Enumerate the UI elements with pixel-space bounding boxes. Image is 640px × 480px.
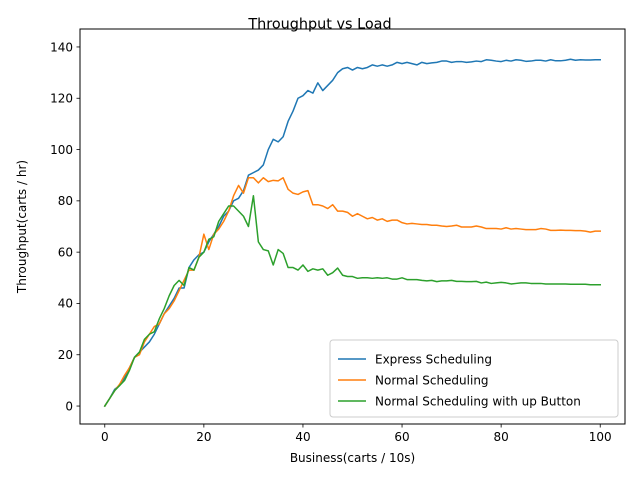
legend: Express Scheduling Normal Scheduling Norma…	[329, 339, 619, 418]
legend-label-2: Normal Scheduling with up Button	[375, 394, 581, 408]
plot-lines	[103, 58, 601, 408]
y-tick-label: 140	[50, 40, 73, 54]
y-axis-ticks: 0 20 40 60 80 100 120 140	[50, 40, 80, 413]
y-tick-label: 100	[50, 143, 73, 157]
y-tick-label: 120	[50, 92, 73, 106]
legend-label-0: Express Scheduling	[375, 352, 492, 366]
y-tick-label: 60	[58, 245, 73, 259]
x-tick-label: 40	[295, 430, 310, 444]
x-tick-label: 20	[196, 430, 211, 444]
y-tick-label: 40	[58, 297, 73, 311]
x-tick-label: 0	[101, 430, 109, 444]
y-axis-label: Throughput(carts / hr)	[15, 160, 29, 294]
x-axis-label: Business(carts / 10s)	[290, 451, 415, 465]
series-line-2	[103, 194, 601, 408]
y-tick-label: 0	[65, 399, 73, 413]
y-tick-label: 20	[58, 348, 73, 362]
x-tick-label: 80	[493, 430, 508, 444]
x-tick-label: 100	[589, 430, 612, 444]
legend-label-1: Normal Scheduling	[375, 373, 489, 387]
y-tick-label: 80	[58, 194, 73, 208]
plot-frame	[79, 28, 626, 425]
x-tick-label: 60	[394, 430, 409, 444]
legend-box	[329, 339, 619, 418]
chart-title: Throughput vs Load	[247, 17, 391, 33]
x-axis-ticks: 0 20 40 60 80 100	[101, 424, 612, 444]
